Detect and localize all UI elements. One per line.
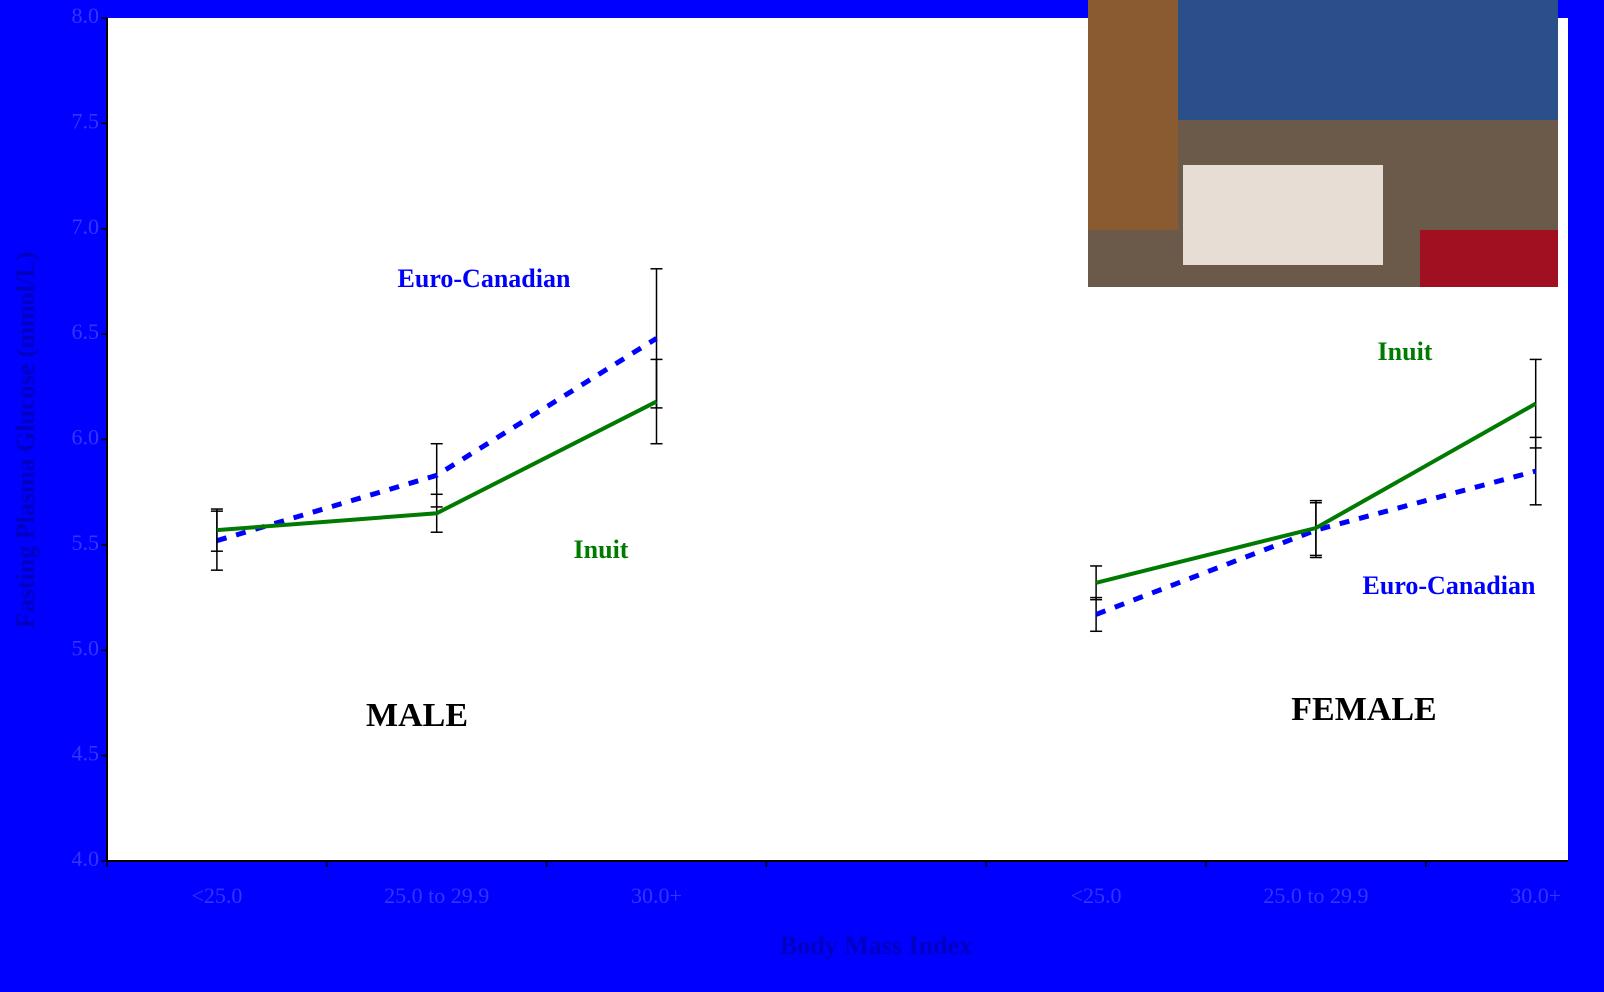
series-line [216, 336, 1537, 617]
annotation: Euro-Canadian [398, 264, 571, 293]
y-tick-label: 6.0 [72, 425, 100, 450]
annotation: Inuit [574, 535, 629, 564]
x-tick-label: 25.0 to 29.9 [1263, 883, 1368, 908]
annotation: Inuit [1378, 337, 1433, 366]
y-tick-label: 7.5 [72, 108, 100, 133]
y-tick-label: 8.0 [72, 3, 100, 28]
annotation: Euro-Canadian [1363, 571, 1536, 600]
x-tick-label: <25.0 [1071, 883, 1122, 908]
annotation: MALE [366, 697, 468, 734]
annotation: FEMALE [1291, 691, 1436, 728]
series-line [216, 399, 1537, 585]
x-tick-label: 30.0+ [1510, 883, 1561, 908]
y-tick-label: 4.5 [72, 741, 100, 766]
y-tick-label: 5.0 [72, 635, 100, 660]
x-tick-label: 25.0 to 29.9 [384, 883, 489, 908]
x-tick-label: 30.0+ [631, 883, 682, 908]
x-tick-label: <25.0 [191, 883, 242, 908]
y-tick-label: 4.0 [72, 846, 100, 871]
y-tick-label: 7.0 [72, 214, 100, 239]
y-tick-label: 5.5 [72, 530, 100, 555]
y-tick-label: 6.5 [72, 319, 100, 344]
y-axis-title: Fasting Plasma Glucose (mmol/L) [11, 252, 40, 628]
photo [1088, 0, 1558, 287]
x-axis-title: Body Mass Index [780, 931, 972, 960]
